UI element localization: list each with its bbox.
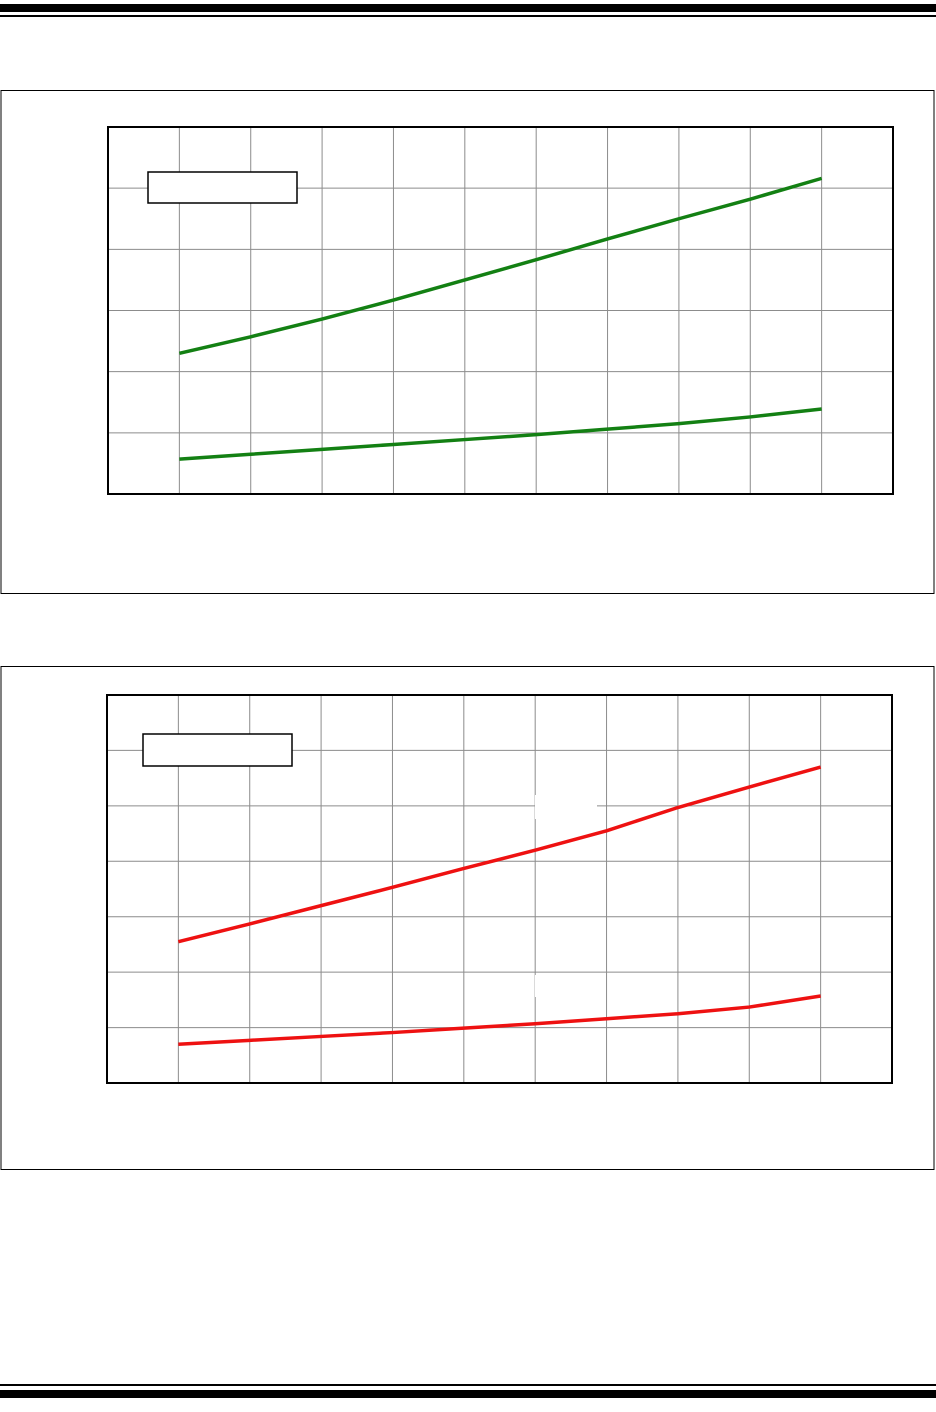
series-line [177, 765, 822, 944]
series-line [178, 994, 821, 1046]
top-rule-thick [0, 4, 936, 12]
plot-border [107, 126, 894, 495]
plot-border [106, 694, 893, 1084]
label-background [535, 795, 597, 819]
top-rule-thin [0, 15, 936, 17]
chart-frame [0, 90, 935, 594]
label-background [535, 975, 557, 997]
bottom-rule-thick [0, 1390, 936, 1398]
series-line [178, 176, 823, 356]
chart-frame [0, 666, 935, 1170]
legend-box [142, 733, 293, 767]
bottom-rule-thin [0, 1384, 936, 1386]
series-line [179, 407, 822, 461]
legend-box [147, 171, 298, 204]
